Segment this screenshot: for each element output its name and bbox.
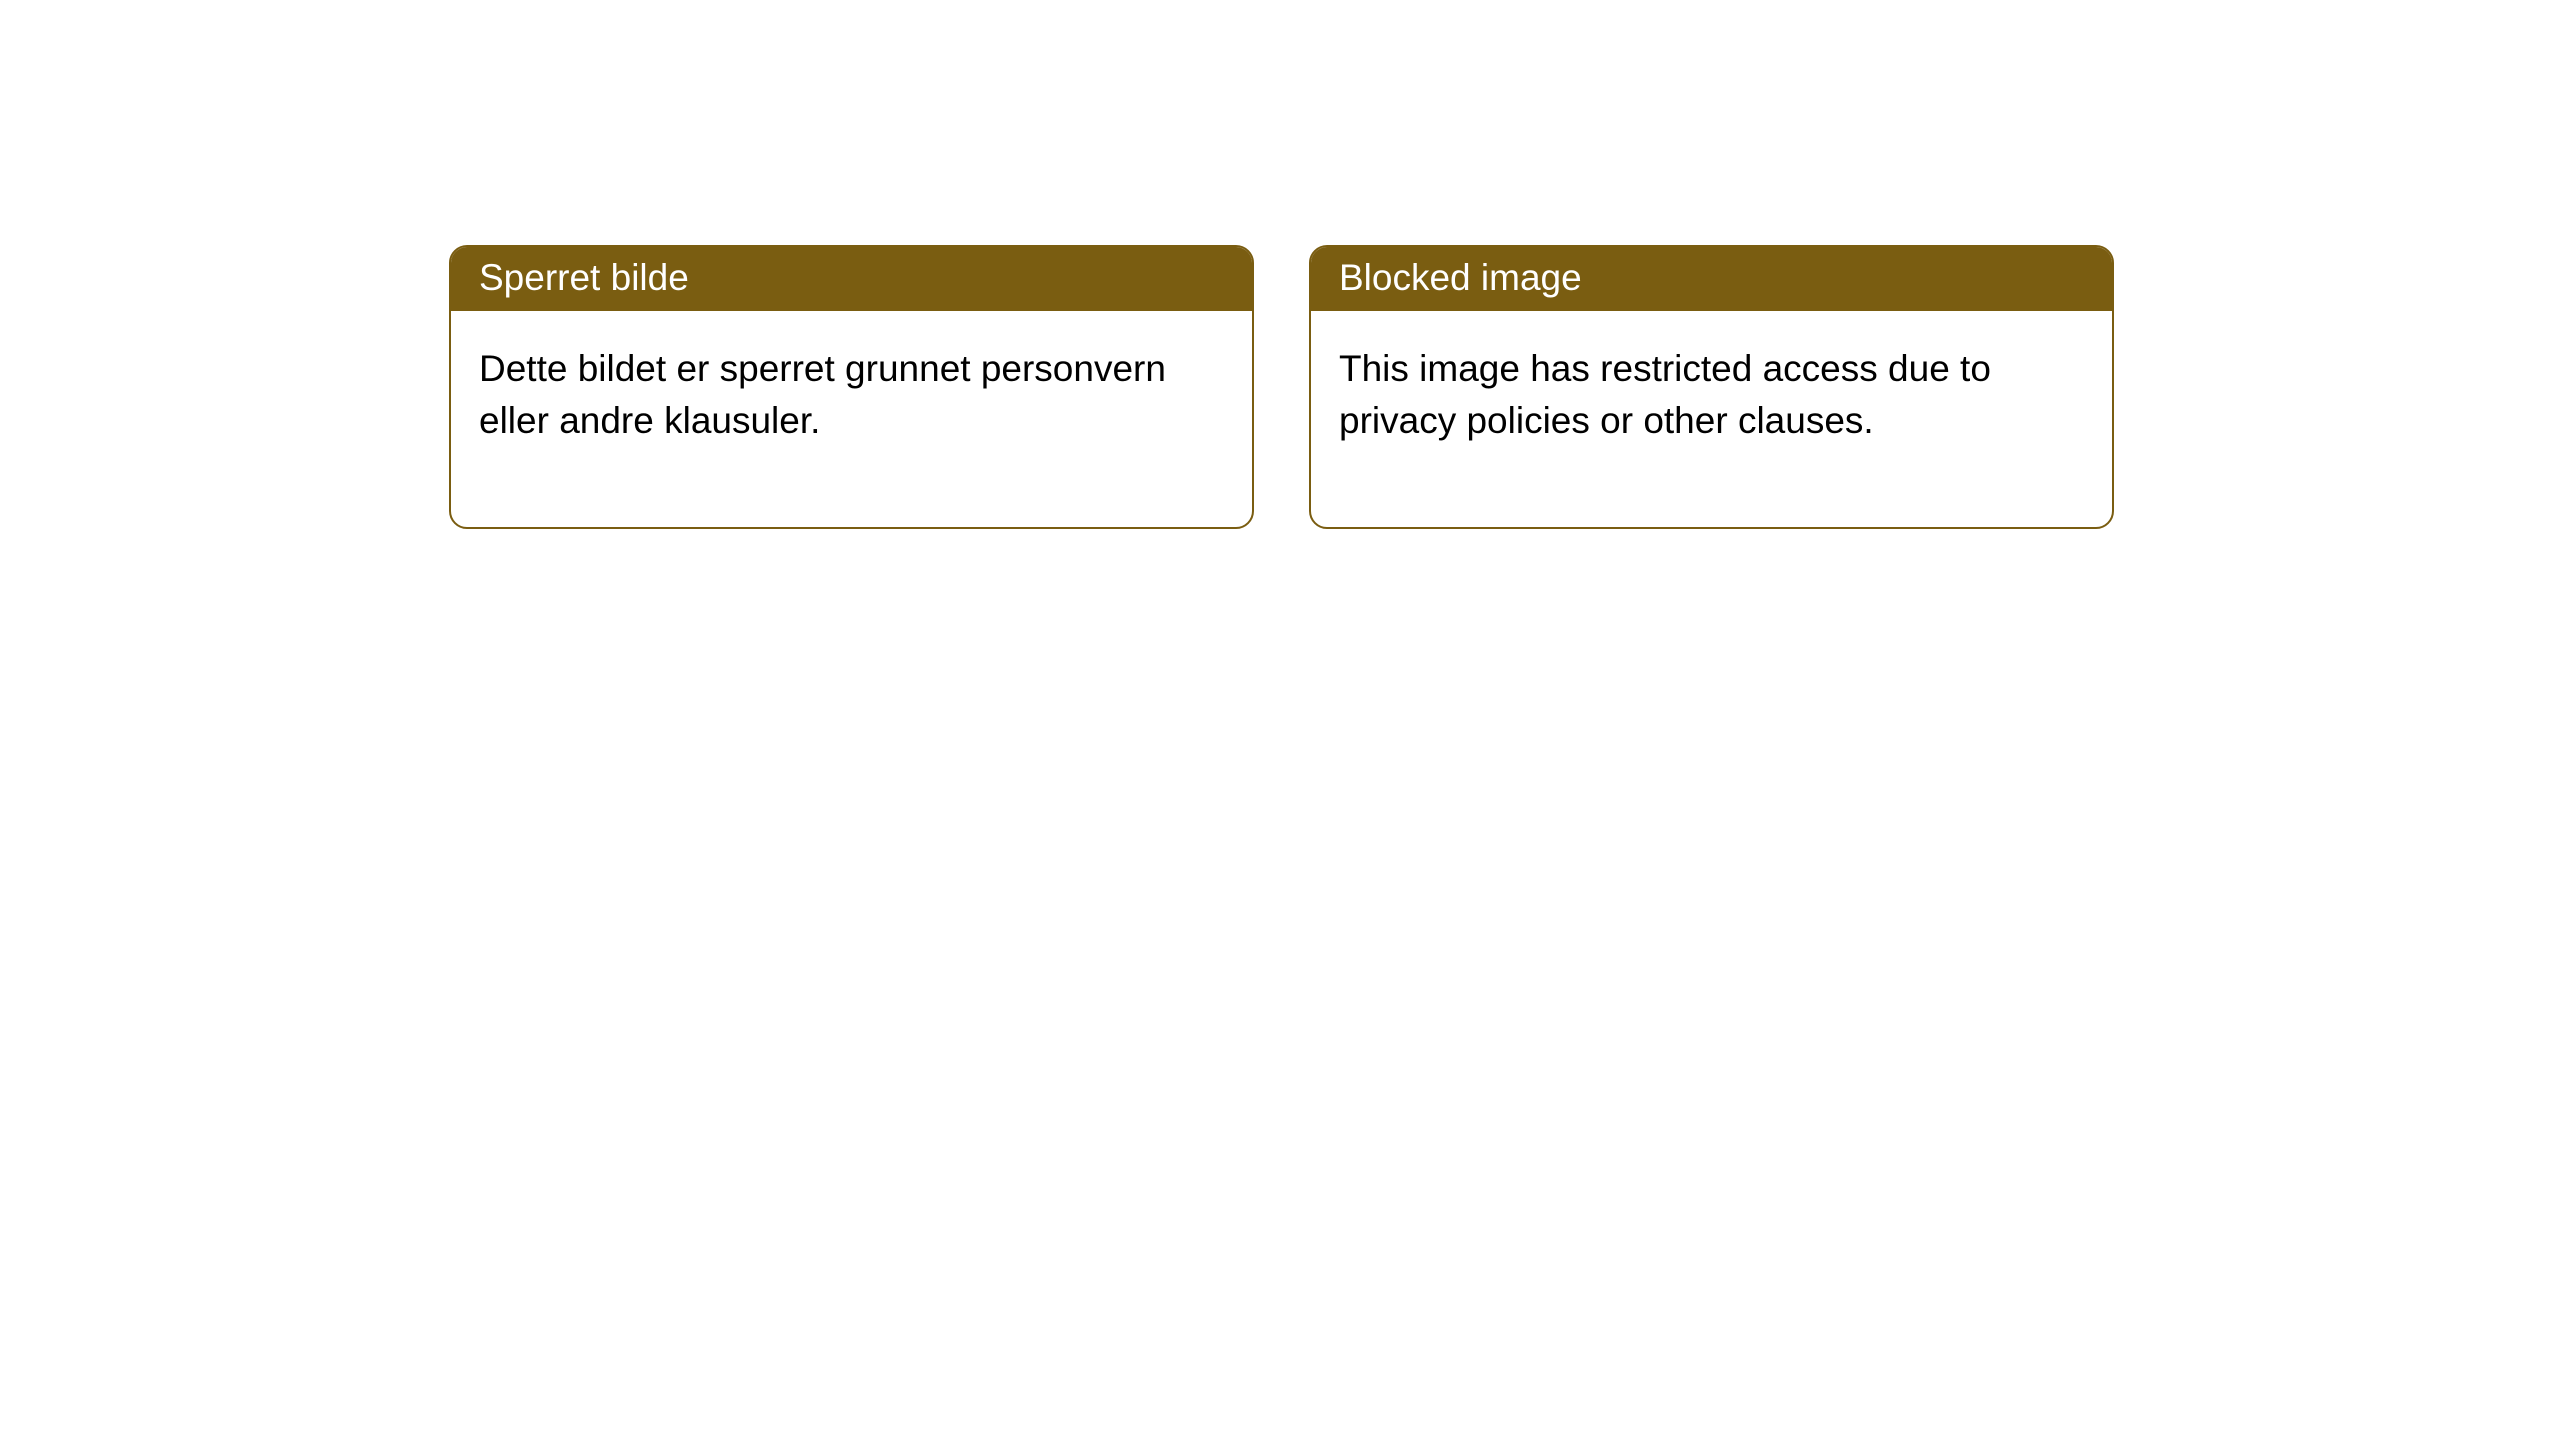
notice-body: Dette bildet er sperret grunnet personve…: [451, 311, 1252, 527]
notice-header: Sperret bilde: [451, 247, 1252, 311]
notice-container: Sperret bilde Dette bildet er sperret gr…: [449, 245, 2114, 529]
notice-card-norwegian: Sperret bilde Dette bildet er sperret gr…: [449, 245, 1254, 529]
notice-body: This image has restricted access due to …: [1311, 311, 2112, 527]
notice-card-english: Blocked image This image has restricted …: [1309, 245, 2114, 529]
notice-header: Blocked image: [1311, 247, 2112, 311]
